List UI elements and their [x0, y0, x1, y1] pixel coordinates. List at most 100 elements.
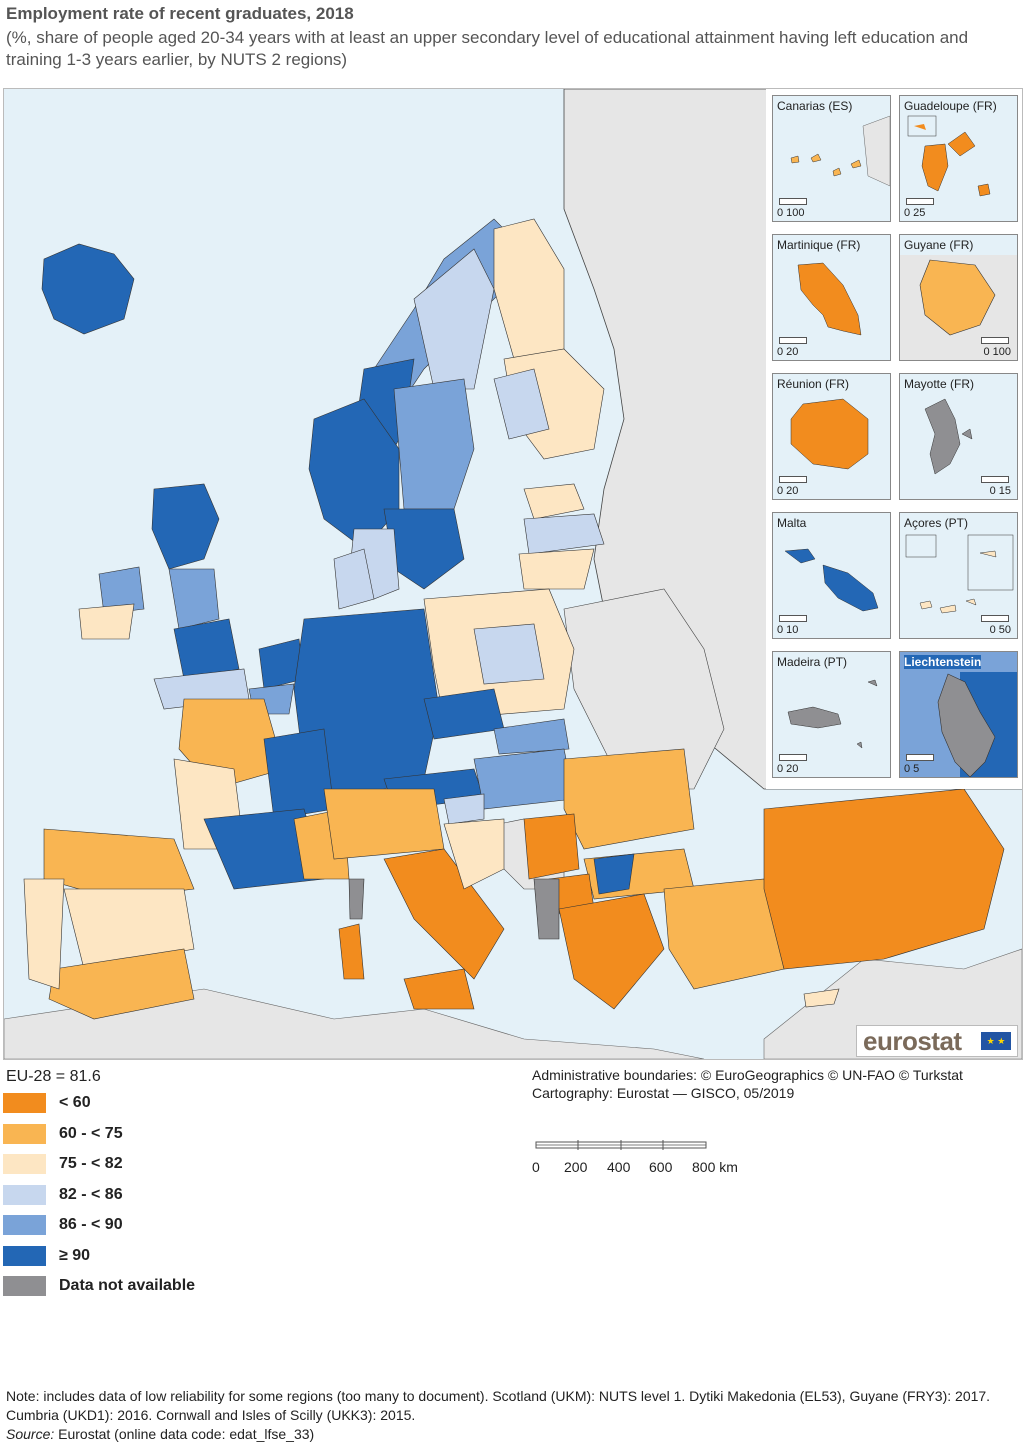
- croatia: [443, 818, 505, 890]
- lithuania: [518, 548, 595, 590]
- inset-liechtenstein: Liechtenstein 0 5: [899, 651, 1018, 778]
- inset-scale-bar: [779, 754, 807, 761]
- legend-label: < 60: [59, 1094, 91, 1111]
- legend-swatch: [3, 1123, 46, 1144]
- inset-scale-bar: [981, 476, 1009, 483]
- liechtenstein-territory: [937, 672, 1017, 777]
- slovenia: [443, 793, 485, 825]
- legend-label: 60 - < 75: [59, 1124, 123, 1142]
- source: Source: Eurostat (online data code: edat…: [6, 1426, 314, 1442]
- madeira-island: [787, 679, 878, 749]
- england-midlands: [173, 618, 240, 680]
- hungary: [473, 748, 575, 810]
- inset-label: Martinique (FR): [777, 238, 861, 252]
- inset-panel: Canarias (ES) 0 100 Guadeloupe (FR) 0 25…: [766, 89, 1022, 789]
- sweden-north: [413, 248, 495, 390]
- inset-label: Guyane (FR): [904, 238, 974, 252]
- scale-tick: 0: [532, 1159, 540, 1175]
- legend-swatch: [3, 1184, 46, 1205]
- inset-scale-bar: [981, 615, 1009, 622]
- legend-label: 82 - < 86: [59, 1185, 123, 1203]
- legend-label: 75 - < 82: [59, 1155, 123, 1172]
- eu-flag-icon: ★ ★: [981, 1032, 1011, 1050]
- inset-scale-bar: [981, 337, 1009, 344]
- inset-label: Réunion (FR): [777, 377, 850, 391]
- legend-swatch: [3, 1276, 46, 1296]
- italy-north: [323, 788, 445, 860]
- latvia: [523, 513, 605, 555]
- greece-north: [593, 853, 635, 895]
- inset-label: Mayotte (FR): [904, 377, 975, 391]
- inset-malta: Malta 0 10: [772, 512, 891, 639]
- finland-west: [493, 368, 550, 440]
- source-label: Source:: [6, 1426, 55, 1442]
- inset-scale-bar: [906, 198, 934, 205]
- martinique-island: [797, 262, 862, 336]
- sicily: [403, 968, 475, 1010]
- scotland: [151, 483, 220, 570]
- ireland-south: [78, 603, 135, 640]
- guadeloupe-island: [907, 115, 991, 197]
- inset-guyane: Guyane (FR) 0 100: [899, 234, 1018, 361]
- turkey-east: [763, 788, 1005, 970]
- inset-acores: Açores (PT) 0 50: [899, 512, 1018, 639]
- inset-scale: 0 50: [989, 624, 1011, 636]
- logo-text: eurostat: [863, 1026, 962, 1056]
- inset-label: Guadeloupe (FR): [904, 99, 997, 113]
- inset-guadeloupe: Guadeloupe (FR) 0 25: [899, 95, 1018, 222]
- inset-madeira: Madeira (PT) 0 20: [772, 651, 891, 778]
- poland-central: [473, 623, 545, 685]
- map-frame: Canarias (ES) 0 100 Guadeloupe (FR) 0 25…: [3, 88, 1023, 1060]
- inset-scale-bar: [779, 615, 807, 622]
- albania: [533, 878, 560, 940]
- inset-scale: 0 5: [904, 763, 920, 775]
- cyprus: [803, 988, 840, 1008]
- legend-label: 86 - < 90: [59, 1216, 123, 1233]
- legend-label: ≥ 90: [59, 1246, 91, 1264]
- inset-mayotte: Mayotte (FR) 0 15: [899, 373, 1018, 500]
- note: Note: includes data of low reliability f…: [6, 1388, 991, 1423]
- england-north: [168, 568, 220, 630]
- spain-north: [43, 828, 195, 900]
- greece: [558, 893, 665, 1010]
- legend-swatch: [3, 1093, 46, 1113]
- guyane-territory: [900, 255, 1017, 360]
- mayotte-island: [924, 398, 973, 475]
- corsica: [348, 878, 365, 920]
- inset-scale: 0 20: [777, 763, 799, 775]
- inset-scale-bar: [906, 754, 934, 761]
- inset-scale: 0 15: [989, 485, 1011, 497]
- inset-canarias: Canarias (ES) 0 100: [772, 95, 891, 222]
- iceland: [41, 243, 135, 335]
- denmark: [333, 548, 375, 610]
- belarus-ukraine: [563, 588, 725, 790]
- slovakia: [493, 718, 570, 755]
- turkey-west: [663, 878, 785, 990]
- spain-south: [48, 948, 195, 1020]
- inset-label: Canarias (ES): [777, 99, 853, 113]
- legend-label: Data not available: [59, 1277, 196, 1294]
- inset-scale-bar: [779, 337, 807, 344]
- inset-scale: 0 100: [777, 207, 805, 219]
- canarias-islands: [790, 115, 890, 187]
- scale-bar: 0 200 400 600 800 km: [530, 1138, 750, 1187]
- credits: Administrative boundaries: © EuroGeograp…: [532, 1066, 963, 1102]
- inset-label: Madeira (PT): [777, 655, 848, 669]
- romania: [563, 748, 695, 850]
- sardinia: [338, 923, 365, 980]
- ireland-north: [98, 566, 145, 615]
- inset-label: Liechtenstein: [904, 655, 982, 669]
- inset-scale: 0 100: [983, 346, 1011, 358]
- legend-swatch: [3, 1215, 46, 1235]
- inset-scale-bar: [779, 198, 807, 205]
- north-africa-landmass: [4, 988, 705, 1059]
- inset-scale: 0 10: [777, 624, 799, 636]
- portugal: [23, 878, 65, 990]
- inset-scale: 0 25: [904, 207, 926, 219]
- inset-label: Malta: [777, 516, 807, 530]
- scale-tick: 400: [607, 1159, 631, 1175]
- france-east: [263, 728, 335, 820]
- credits-cartography: Cartography: Eurostat — GISCO, 05/2019: [532, 1085, 795, 1101]
- spain-central: [63, 888, 195, 970]
- inset-scale: 0 20: [777, 346, 799, 358]
